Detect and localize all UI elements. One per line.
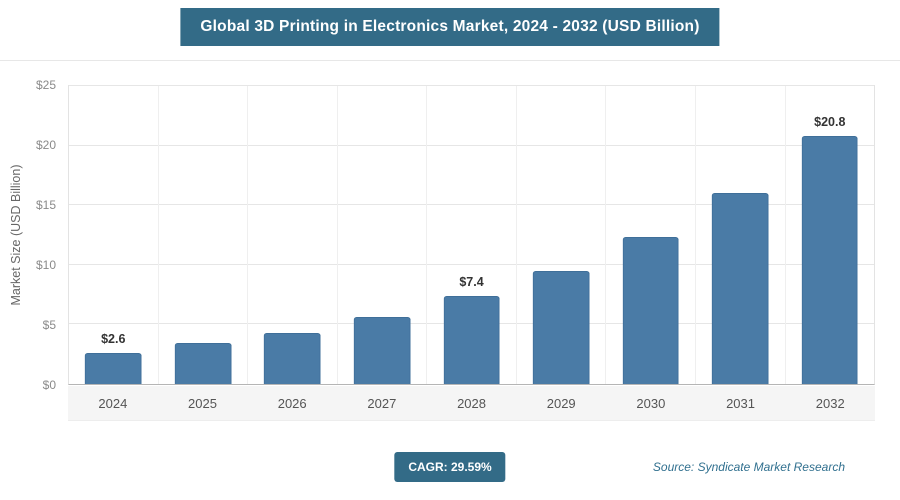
bar-value-label: $7.4: [459, 274, 484, 289]
gridline: [69, 204, 874, 206]
x-tick-label: 2027: [367, 395, 397, 411]
x-tick-label: 2032: [815, 395, 845, 411]
gridline: [69, 263, 874, 265]
header-divider: [0, 60, 900, 61]
bar-column-2029: [515, 86, 606, 384]
x-tick-label: 2030: [636, 395, 666, 411]
bar-2029: [532, 270, 590, 384]
x-tick-label: 2024: [98, 395, 128, 411]
gridline: [69, 144, 874, 146]
x-tick-label: 2028: [457, 395, 486, 411]
bar-column-2031: [694, 86, 785, 384]
bar-2030: [622, 237, 679, 384]
bar-column-2025: [157, 86, 248, 384]
source-text: Source: Syndicate Market Research: [652, 460, 845, 474]
x-tick-label: 2026: [277, 395, 307, 411]
bar-column-2032: $20.8: [784, 86, 875, 384]
bar-column-2026: [247, 86, 337, 384]
bar-column-2028: $7.4: [426, 86, 516, 384]
bar-columns: $2.6 $7.4 $20.8: [69, 86, 874, 384]
bar-2031: [711, 193, 769, 384]
y-tick-label: $20: [35, 138, 56, 152]
y-tick-label: $0: [42, 378, 56, 392]
bar-2027: [353, 317, 411, 384]
x-axis: 2024 2025 2026 2027 2028 2029 2030 2031 2032: [68, 386, 875, 421]
bar-2032: [801, 136, 859, 384]
x-tick-label: 2031: [726, 395, 755, 411]
y-tick-label: $10: [35, 258, 56, 272]
x-tick-label: 2025: [188, 395, 217, 411]
bar-chart: Market Size (USD Billion) $0 $5 $10 $15 $20 $…: [0, 60, 900, 430]
bar-value-label: $2.6: [101, 332, 126, 347]
chart-title-bar: Global 3D Printing in Electronics Market…: [180, 8, 720, 46]
y-tick-label: $25: [35, 78, 56, 92]
plot-area: $2.6 $7.4 $20.8: [68, 85, 875, 385]
cagr-badge: CAGR: 29.59%: [394, 452, 506, 482]
bar-column-2024: $2.6: [69, 86, 158, 384]
x-tick-label: 2029: [546, 395, 576, 411]
bar-column-2030: [605, 86, 695, 384]
gridline: [69, 85, 874, 86]
bar-2026: [264, 332, 321, 384]
bar-value-label: $20.8: [814, 115, 846, 130]
bar-2028: [443, 295, 500, 384]
y-axis: $0 $5 $10 $15 $20 $25: [0, 78, 62, 392]
chart-title: Global 3D Printing in Electronics Market…: [200, 18, 700, 35]
y-tick-label: $5: [42, 318, 56, 332]
bar-column-2027: [336, 86, 427, 384]
bar-2024: [84, 353, 142, 384]
bar-2025: [174, 343, 232, 384]
y-tick-label: $15: [35, 198, 56, 212]
